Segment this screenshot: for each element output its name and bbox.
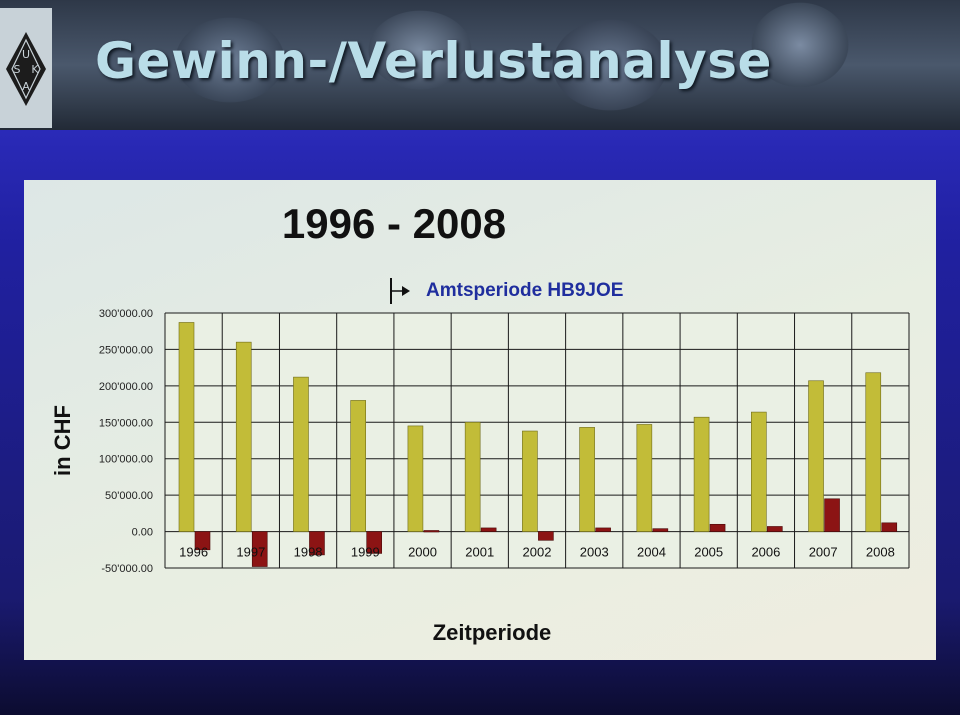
- y-axis-label: in CHF: [50, 405, 75, 476]
- x-tick-label: 1996: [179, 545, 208, 560]
- x-tick-label: 2002: [523, 545, 552, 560]
- x-axis-label: Zeitperiode: [433, 620, 552, 645]
- x-tick-label: 1997: [236, 545, 265, 560]
- header-banner: U S K A Gewinn-/Verlustanalyse: [0, 0, 960, 130]
- bar-income-2007: [808, 380, 824, 532]
- chart-title: 1996 - 2008: [281, 200, 507, 247]
- x-tick-label: 2001: [465, 545, 494, 560]
- x-tick-label: 2004: [637, 545, 666, 560]
- y-tick-label: 200'000.00: [99, 381, 153, 393]
- x-tick-label: 2003: [580, 545, 609, 560]
- y-tick-label: 150'000.00: [99, 417, 153, 429]
- y-tick-label: 100'000.00: [99, 454, 153, 466]
- logo-letter-left: S: [14, 63, 21, 76]
- uska-diamond-logo-icon: U S K A: [6, 32, 46, 106]
- bar-income-2003: [579, 427, 595, 532]
- x-tick-label: 1999: [351, 545, 380, 560]
- bar-income-1997: [235, 341, 252, 532]
- logo-letter-bottom: A: [22, 80, 30, 93]
- y-tick-label: -50'000.00: [101, 563, 153, 575]
- bar-result-2004: [652, 528, 669, 532]
- bracket-arrow-right-icon: [390, 278, 410, 304]
- x-tick-label: 1998: [294, 545, 323, 560]
- bar-income-2008: [865, 372, 882, 532]
- bar-income-2001: [464, 421, 481, 532]
- bar-chart: -50'000.00 0.00 50'000.00 100'000.00 150'000…: [50, 308, 910, 645]
- bar-income-1996: [178, 322, 195, 532]
- bar-result-1996: [194, 531, 211, 551]
- bar-result-2008: [881, 522, 898, 532]
- y-tick-label: 0.00: [132, 527, 153, 539]
- bar-income-1998: [293, 376, 309, 532]
- bar-income-2004: [636, 424, 653, 532]
- x-tick-label: 2005: [694, 545, 723, 560]
- bar-result-2002: [538, 531, 554, 541]
- annotation-label: Amtsperiode HB9JOE: [426, 280, 624, 301]
- bar-result-2005: [709, 523, 726, 532]
- logo-letter-top: U: [22, 48, 30, 61]
- x-tick-label: 2000: [408, 545, 437, 560]
- x-tick-label: 2008: [866, 545, 895, 560]
- bar-result-2003: [595, 527, 611, 532]
- logo: U S K A: [0, 8, 52, 128]
- x-tick-label: 2007: [809, 545, 838, 560]
- bar-result-1997: [251, 531, 268, 567]
- bar-income-1999: [350, 400, 366, 532]
- bar-income-2006: [751, 411, 767, 532]
- logo-letter-right: K: [31, 63, 39, 76]
- bar-income-2005: [693, 416, 710, 532]
- x-tick-label: 2006: [751, 545, 780, 560]
- bar-result-1998: [309, 531, 325, 556]
- bar-result-1999: [366, 531, 382, 554]
- chart-annotation: Amtsperiode HB9JOE: [388, 276, 623, 306]
- bar-result-2006: [767, 526, 783, 532]
- bar-result-2001: [480, 527, 497, 532]
- slide-title: Gewinn-/Verlustanalyse: [95, 32, 772, 90]
- y-tick-label: 50'000.00: [105, 490, 153, 502]
- bar-result-2000: [423, 530, 440, 533]
- chart-panel: 1996 - 2008 Amtsperiode HB9JOE -50'000.0…: [24, 180, 936, 660]
- bar-result-2007: [824, 498, 840, 532]
- bar-income-2002: [522, 430, 538, 532]
- y-tick-label: 300'000.00: [99, 308, 153, 320]
- bar-income-2000: [407, 425, 424, 532]
- y-tick-label: 250'000.00: [99, 344, 153, 356]
